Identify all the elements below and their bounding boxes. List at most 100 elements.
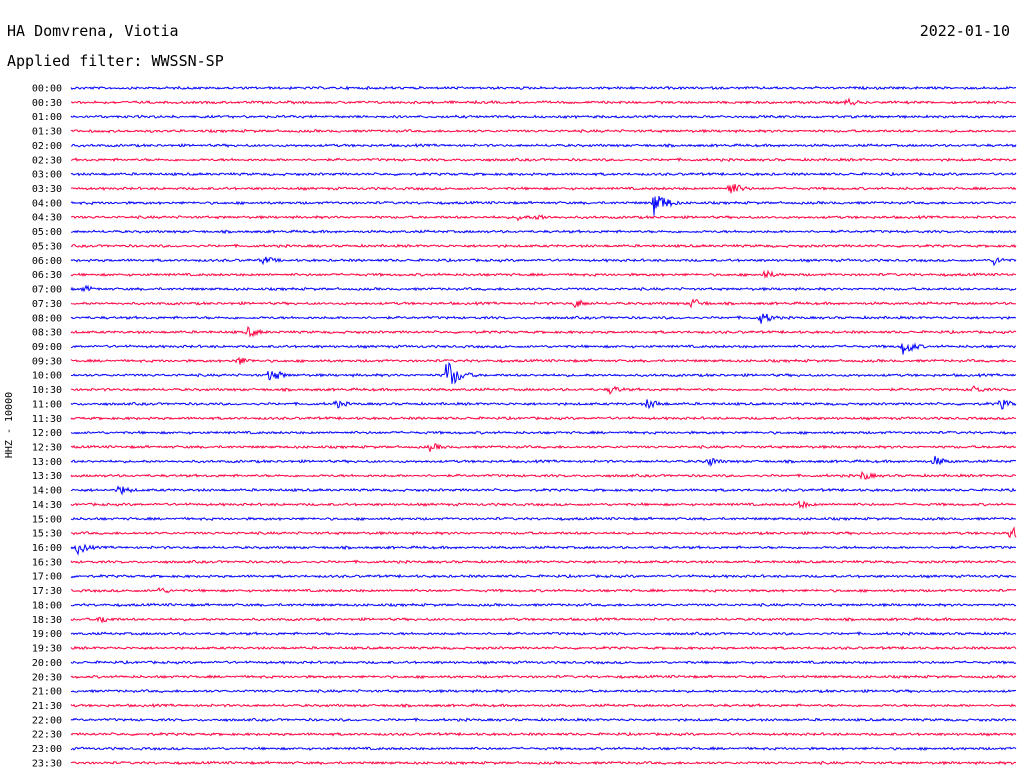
trace-line [70, 443, 1017, 452]
row-time-label: 17:00 [32, 572, 62, 583]
trace-line [70, 183, 1017, 194]
trace-line [70, 229, 1017, 235]
trace-line [70, 616, 1017, 624]
trace-line [70, 631, 1017, 637]
row-time-label: 07:00 [32, 285, 62, 296]
trace-line [70, 703, 1017, 709]
row-time-label: 17:30 [32, 586, 62, 597]
row-time-label: 04:00 [32, 198, 62, 209]
trace-line [70, 430, 1017, 436]
trace-line [70, 356, 1017, 365]
row-time-label: 14:00 [32, 486, 62, 497]
row-time-label: 11:30 [32, 414, 62, 425]
row-time-label: 12:00 [32, 428, 62, 439]
row-time-label: 21:30 [32, 701, 62, 712]
row-time-label: 06:30 [32, 270, 62, 281]
station-title: HA Domvrena, Viotia [7, 22, 179, 40]
row-time-label: 03:00 [32, 170, 62, 181]
row-time-label: 05:00 [32, 227, 62, 238]
row-time-label: 23:00 [32, 744, 62, 755]
trace-line [70, 543, 1017, 556]
trace-line [71, 214, 1017, 222]
row-time-label: 00:00 [32, 84, 62, 95]
row-time-label: 09:30 [32, 356, 62, 367]
trace-line [70, 171, 1017, 177]
row-time-label: 01:00 [32, 112, 62, 123]
trace-line [70, 325, 1017, 338]
row-time-label: 05:30 [32, 241, 62, 252]
row-time-label: 18:30 [32, 615, 62, 626]
row-time-label: 09:00 [32, 342, 62, 353]
row-time-label: 22:30 [32, 730, 62, 741]
trace-line [70, 269, 1017, 279]
row-time-label: 13:30 [32, 471, 62, 482]
trace-line [70, 85, 1017, 91]
trace-line [70, 97, 1017, 106]
row-time-label: 11:00 [32, 399, 62, 410]
date-label: 2022-01-10 [919, 22, 1010, 40]
trace-line [70, 745, 1017, 751]
trace-line [70, 142, 1017, 149]
trace-line [70, 573, 1017, 579]
trace-line [70, 731, 1017, 737]
trace-line [70, 298, 1017, 309]
trace-line [70, 195, 1017, 216]
row-time-label: 10:00 [32, 371, 62, 382]
trace-line [70, 717, 1017, 723]
trace-line [70, 361, 1017, 385]
trace-line [70, 470, 1017, 480]
trace-line [70, 128, 1017, 134]
trace-line [70, 645, 1017, 651]
trace-line [70, 114, 1017, 120]
row-time-label: 01:30 [32, 127, 62, 138]
trace-line [70, 415, 1017, 421]
row-time-label: 14:30 [32, 500, 62, 511]
row-time-label: 06:00 [32, 256, 62, 267]
row-time-label: 04:30 [32, 213, 62, 224]
row-time-label: 15:00 [32, 514, 62, 525]
row-time-label: 20:30 [32, 672, 62, 683]
row-time-label: 12:30 [32, 443, 62, 454]
trace-line [70, 760, 1017, 766]
row-time-label: 13:00 [32, 457, 62, 468]
trace-line [70, 342, 1017, 355]
row-time-label: 02:30 [32, 155, 62, 166]
row-time-label: 00:30 [32, 98, 62, 109]
trace-line [70, 688, 1017, 694]
row-time-label: 08:00 [32, 313, 62, 324]
trace-line [70, 455, 1017, 468]
row-time-label: 21:00 [32, 687, 62, 698]
row-time-label: 08:30 [32, 328, 62, 339]
trace-line [70, 500, 1017, 510]
trace-line [70, 157, 1017, 163]
trace-line [70, 526, 1017, 539]
row-time-label: 23:30 [32, 758, 62, 769]
trace-line [70, 284, 1017, 293]
trace-line [70, 559, 1017, 565]
trace-line [70, 256, 1017, 267]
trace-line [70, 674, 1017, 680]
trace-line [70, 313, 1017, 324]
trace-line [71, 587, 1017, 594]
trace-line [70, 516, 1017, 522]
row-time-label: 20:00 [32, 658, 62, 669]
trace-line [70, 243, 1017, 249]
row-time-label: 16:00 [32, 543, 62, 554]
row-time-label: 18:00 [32, 600, 62, 611]
row-time-label: 15:30 [32, 529, 62, 540]
trace-line [70, 659, 1017, 665]
filter-label: Applied filter: WWSSN-SP [7, 52, 224, 70]
row-time-label: 03:30 [32, 184, 62, 195]
trace-line [70, 602, 1017, 608]
row-time-label: 07:30 [32, 299, 62, 310]
row-time-label: 22:00 [32, 715, 62, 726]
trace-line [70, 385, 1017, 395]
row-time-label: 16:30 [32, 557, 62, 568]
row-time-label: 10:30 [32, 385, 62, 396]
row-time-label: 19:00 [32, 629, 62, 640]
trace-line [70, 485, 1017, 496]
trace-line [70, 399, 1017, 410]
row-time-label: 19:30 [32, 644, 62, 655]
row-time-label: 02:00 [32, 141, 62, 152]
